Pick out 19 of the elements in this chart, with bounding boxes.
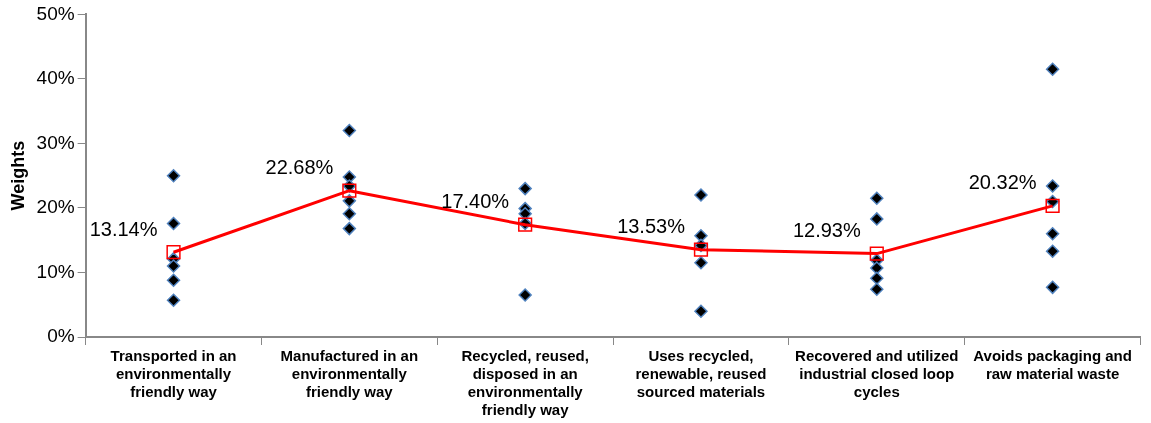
data-label: 13.14% [89,217,158,240]
x-tick-label: Uses recycled, renewable, reused sourced materials [635,347,767,401]
y-tick-label: 40% [36,67,75,89]
data-label: 20.32% [968,171,1037,194]
data-label: 17.40% [441,190,510,213]
x-tick-label: Manufactured in an environmentally friendly way [280,347,419,401]
x-tick-label: Avoids packaging and raw material waste [973,347,1132,383]
y-tick-label: 20% [36,196,75,218]
y-tick-label: 0% [47,325,75,347]
data-label: 22.68% [265,156,334,179]
x-tick-label: Transported in an environmentally friendly way [110,347,237,401]
y-tick-label: 10% [36,260,75,282]
y-tick-label: 50% [36,2,75,24]
x-tick-label: Recovered and utilized industrial closed loop cycles [795,347,959,401]
x-tick-label: Recycled, reused, disposed in an environmentally friendly way [461,347,589,419]
data-label: 12.93% [792,219,861,242]
y-axis-title: Weights [7,140,28,211]
y-tick-label: 30% [36,131,75,153]
data-label: 13.53% [617,215,686,238]
